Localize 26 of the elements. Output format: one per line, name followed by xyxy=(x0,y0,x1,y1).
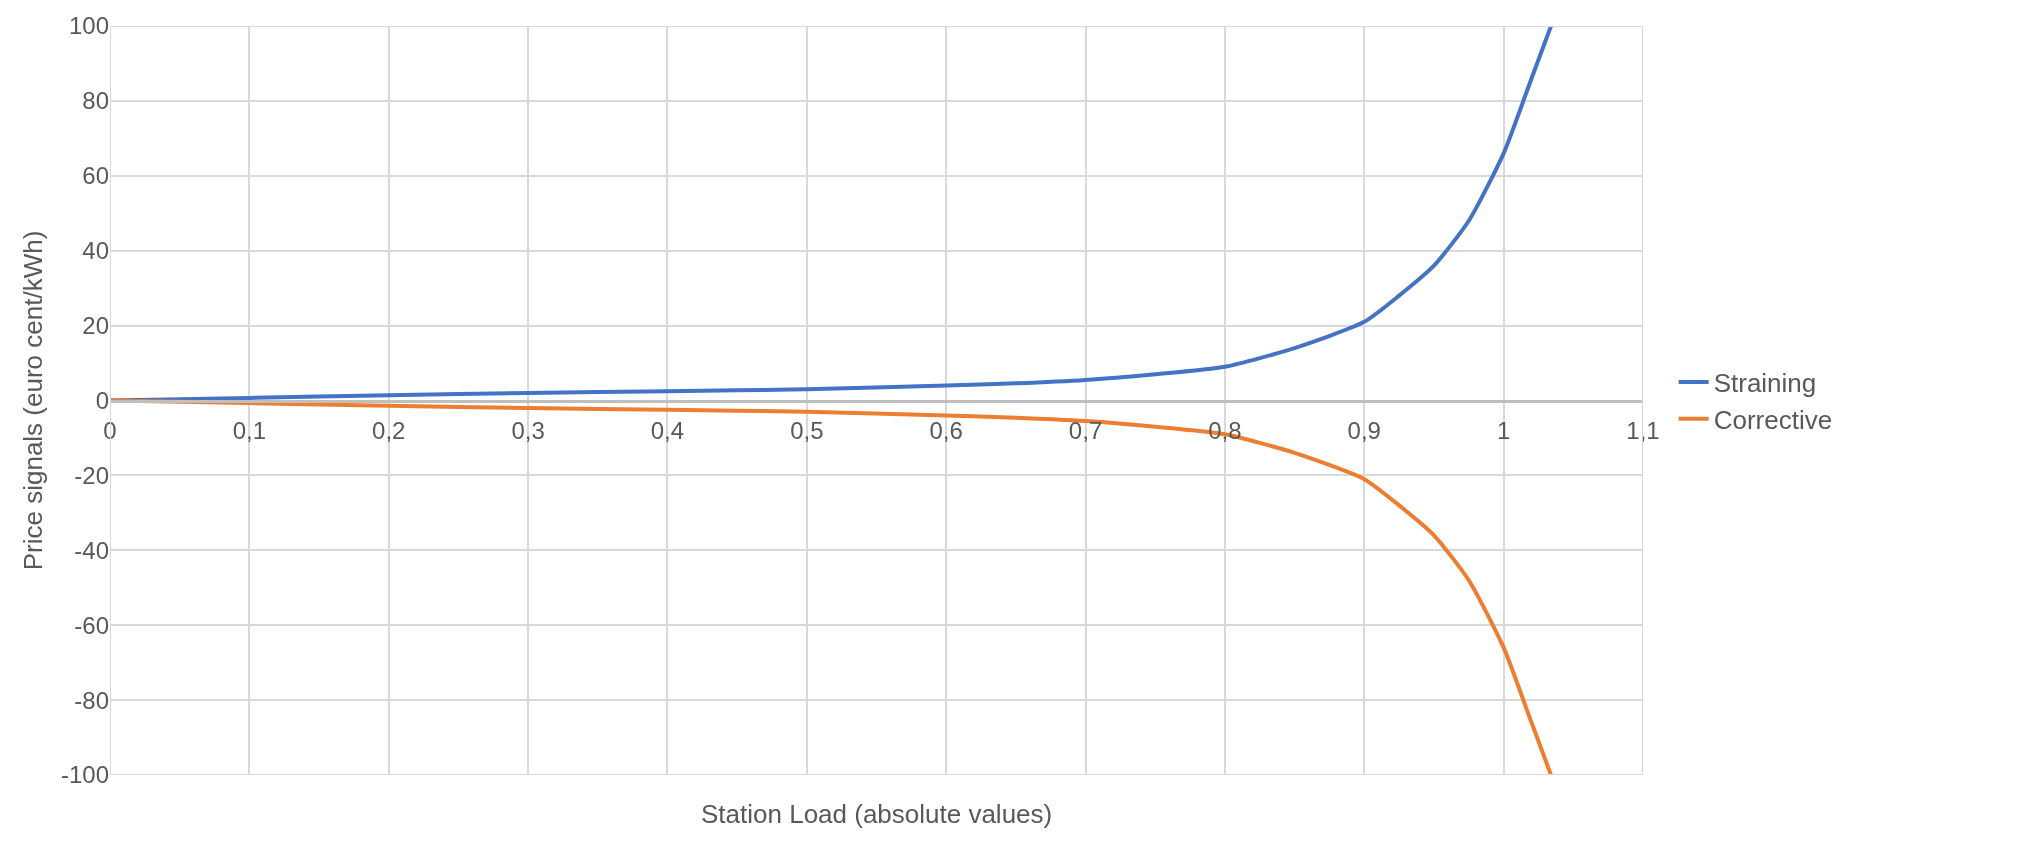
y-tick-label: 100 xyxy=(68,12,109,40)
line-series xyxy=(110,26,1554,403)
legend-label: Straining xyxy=(1713,368,1817,399)
y-tick-label: -60 xyxy=(74,611,109,639)
x-tick-label: 0,1 xyxy=(232,417,267,445)
x-tick-label: 0,7 xyxy=(1068,417,1103,445)
x-tick-label: 0,9 xyxy=(1347,417,1381,445)
x-tick-label: 1 xyxy=(1496,417,1511,445)
x-tick-label: 1,1 xyxy=(1626,417,1660,445)
y-axis-title: Price signals (euro cent/kWh) xyxy=(18,230,49,571)
y-tick-label: -80 xyxy=(74,686,109,714)
x-tick-label: 0,5 xyxy=(790,417,824,445)
x-tick-label: 0,2 xyxy=(372,417,406,445)
y-tick-label: 20 xyxy=(82,312,109,339)
y-tick-label: 0 xyxy=(95,386,109,414)
x-tick-label: 0,6 xyxy=(929,417,963,445)
x-tick-label: 0,4 xyxy=(650,417,685,445)
y-tick-label: 40 xyxy=(82,237,109,265)
x-axis-title: Station Load (absolute values) xyxy=(701,799,1053,829)
y-tick-label: 80 xyxy=(82,87,109,115)
y-tick-label: -40 xyxy=(74,536,109,564)
y-tick-label: 60 xyxy=(82,162,109,190)
legend-label: Corrective xyxy=(1713,404,1833,435)
y-tick-label: -100 xyxy=(60,761,109,789)
x-tick-label: 0,3 xyxy=(511,417,545,445)
y-tick-label: -20 xyxy=(74,461,109,489)
